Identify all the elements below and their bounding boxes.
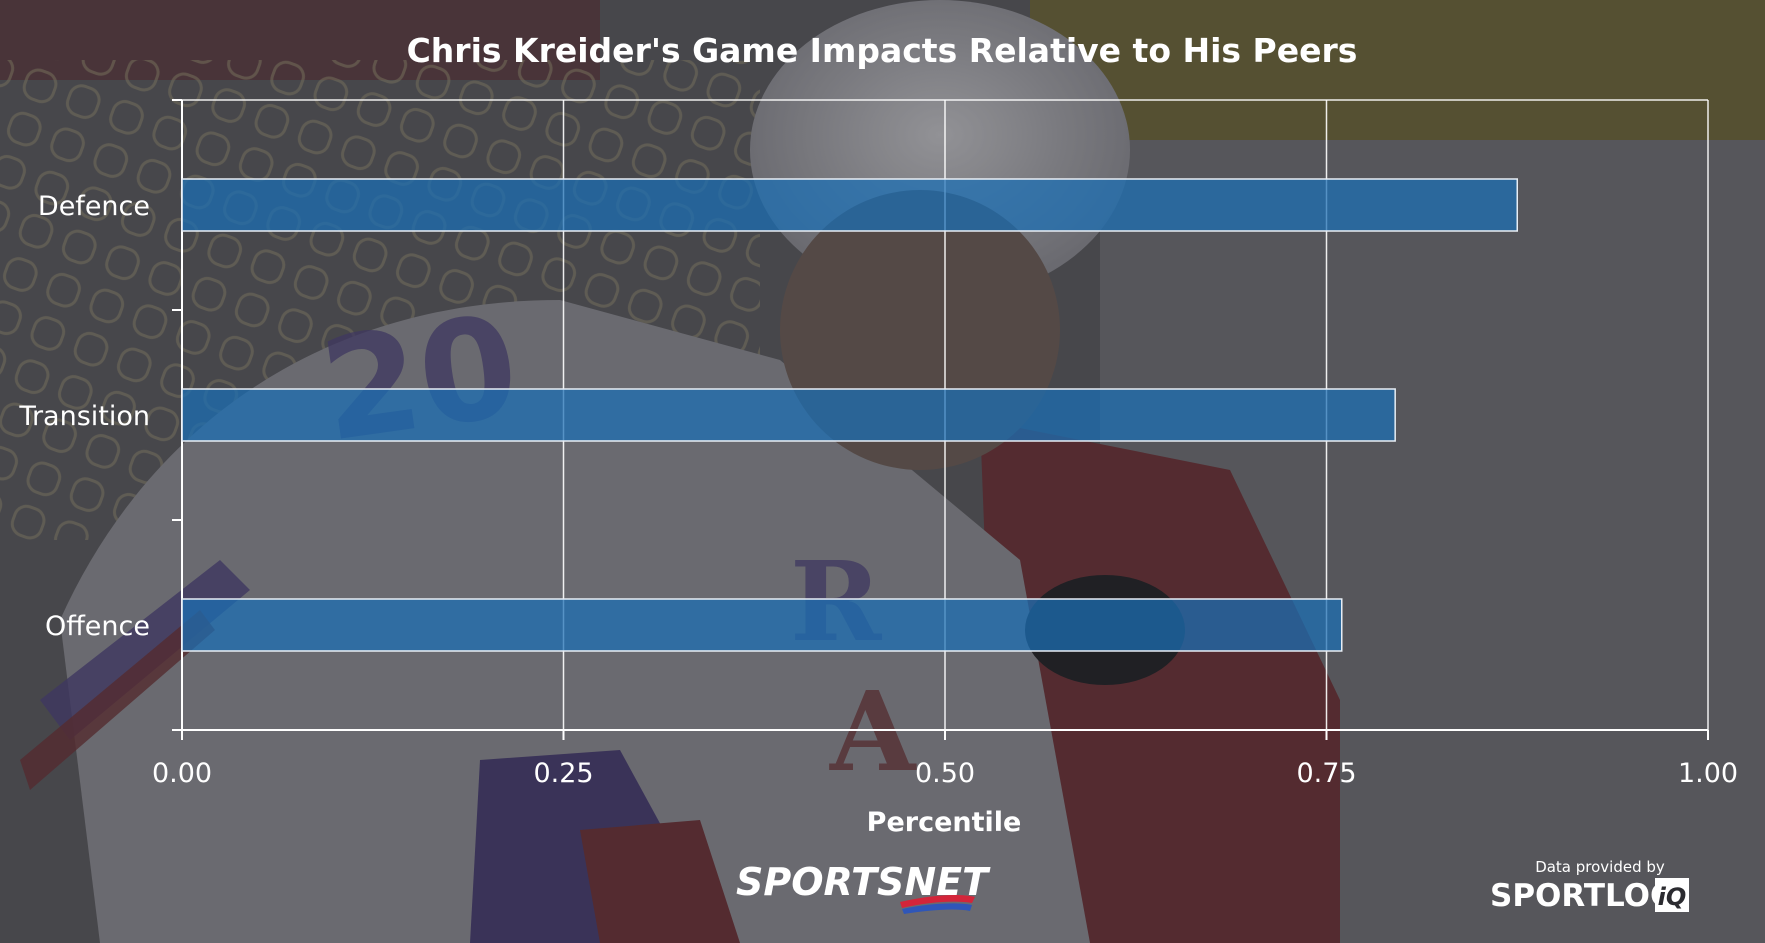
bars	[181, 178, 1518, 652]
x-tick-label: 1.00	[1678, 758, 1738, 789]
chart-title: Chris Kreider's Game Impacts Relative to…	[407, 31, 1358, 70]
sportsnet-swoosh-red	[900, 894, 975, 908]
category-label-offence: Offence	[45, 611, 150, 642]
data-credit-text: Data provided by	[1535, 858, 1665, 876]
sportlogiq-credit: Data provided by SPORTLOG iQ	[1490, 858, 1689, 914]
x-tick-label: 0.00	[152, 758, 212, 789]
sportlogiq-iq-text: iQ	[1658, 883, 1687, 911]
svg-text:20: 20	[312, 285, 528, 474]
svg-text:A: A	[829, 667, 917, 796]
x-axis-title: Percentile	[867, 807, 1022, 838]
bar-offence	[181, 598, 1343, 652]
sportsnet-logo: SPORTSNET	[736, 860, 991, 914]
category-labels: Defence Transition Offence	[18, 191, 150, 642]
bar-defence	[181, 178, 1518, 232]
bar-transition	[181, 388, 1396, 442]
x-tick-labels: 0.00 0.25 0.50 0.75 1.00	[152, 758, 1738, 789]
x-tick-label: 0.50	[915, 758, 975, 789]
sportlogiq-logo-text: SPORTLOG	[1490, 878, 1675, 914]
sportsnet-swoosh-blue	[902, 903, 972, 914]
sportlogiq-iq-box	[1655, 878, 1689, 912]
x-tick-label: 0.25	[533, 758, 593, 789]
x-tick-label: 0.75	[1296, 758, 1356, 789]
category-label-transition: Transition	[18, 401, 150, 432]
category-label-defence: Defence	[38, 191, 150, 222]
